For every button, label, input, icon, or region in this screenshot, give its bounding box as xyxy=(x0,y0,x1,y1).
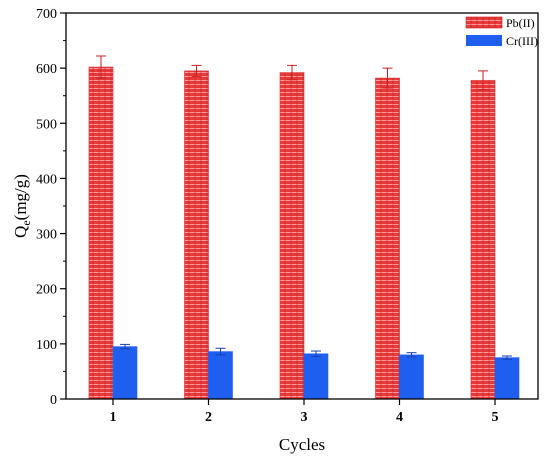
x-axis-title: Cycles xyxy=(279,435,325,454)
legend: Pb(II) Cr(III) xyxy=(465,16,538,48)
bars xyxy=(88,66,520,400)
bar-pb xyxy=(375,77,400,400)
x-tick-label: 5 xyxy=(492,410,499,425)
x-tick-label: 3 xyxy=(301,410,308,425)
x-tick-label: 4 xyxy=(396,410,403,425)
x-tick-label: 2 xyxy=(205,410,212,425)
x-tick-label: 1 xyxy=(110,410,117,425)
bar-cr xyxy=(208,351,233,400)
bar-cr xyxy=(112,346,138,400)
x-axis-ticks: 1 2 3 4 5 xyxy=(110,399,499,425)
y-axis-ticks: 0 100 200 300 400 500 600 700 xyxy=(36,7,66,408)
y-tick-label: 100 xyxy=(36,338,57,353)
y-axis-title-symbol: Q xyxy=(11,226,30,238)
legend-swatch-cr xyxy=(466,35,502,46)
y-axis-title-subscript: e xyxy=(19,220,33,225)
bar-pb xyxy=(184,70,209,400)
bar-pb xyxy=(470,79,496,400)
y-tick-label: 700 xyxy=(36,7,57,22)
y-tick-label: 500 xyxy=(36,117,57,132)
y-tick-label: 400 xyxy=(36,172,57,187)
y-tick-label: 600 xyxy=(36,62,57,77)
bar-cr xyxy=(303,353,329,400)
legend-swatch-pb xyxy=(465,16,503,29)
legend-label-cr: Cr(III) xyxy=(506,34,538,48)
bar-cr xyxy=(399,354,424,400)
y-tick-label: 0 xyxy=(50,393,57,408)
y-axis-title-unit: (mg/g) xyxy=(11,174,30,220)
y-tick-label: 300 xyxy=(36,228,57,243)
bar-pb xyxy=(279,72,305,400)
bar-cr xyxy=(494,357,520,400)
y-tick-label: 200 xyxy=(36,283,57,298)
legend-label-pb: Pb(II) xyxy=(506,16,535,30)
bar-pb xyxy=(88,66,114,400)
error-bars xyxy=(96,55,512,360)
y-axis-title: Qe(mg/g) xyxy=(11,174,33,238)
